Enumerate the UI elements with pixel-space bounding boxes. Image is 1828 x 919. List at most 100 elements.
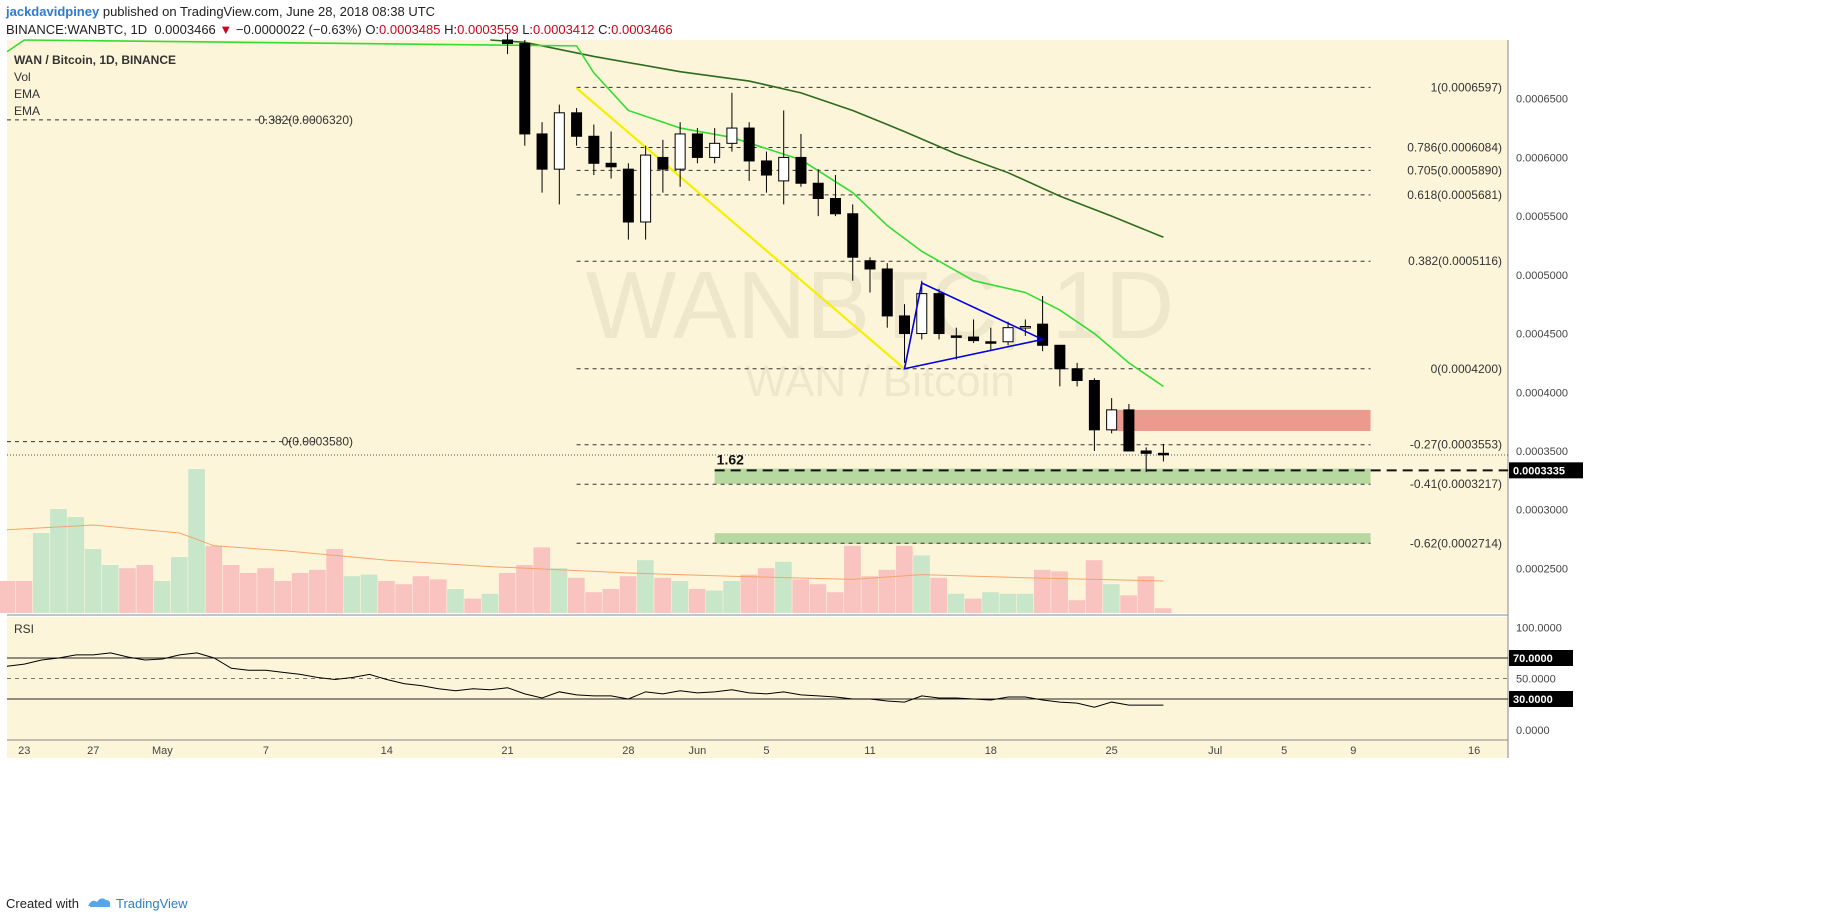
time-tick-label: 28	[622, 745, 634, 757]
fib-right-label: 1(0.0006597)	[1431, 80, 1502, 94]
candle-body	[553, 112, 565, 170]
candle	[968, 319, 980, 343]
candle-body	[536, 133, 548, 170]
fib-left-label: 0(0.0003580)	[282, 435, 353, 449]
volume-bar	[170, 557, 188, 613]
candle	[726, 92, 738, 152]
volume-bar	[636, 560, 654, 613]
candle	[519, 40, 531, 146]
low-label: L:	[522, 22, 534, 37]
fib-right-label: 0.618(0.0005681)	[1407, 188, 1502, 202]
volume-bar	[516, 565, 533, 613]
volume-bar	[567, 577, 585, 613]
legend-item: EMA	[14, 87, 40, 101]
close-label: C:	[598, 22, 612, 37]
candle	[829, 175, 841, 217]
volume-bar	[50, 509, 67, 613]
rsi-tick-label: 100.0000	[1516, 622, 1562, 634]
candle	[657, 139, 669, 193]
volume-bars	[0, 469, 1172, 613]
ema-fast-line	[6, 39, 1164, 388]
volume-bar	[1103, 584, 1120, 613]
candle-body	[1088, 380, 1100, 431]
time-tick-label: 5	[763, 745, 769, 757]
author-link[interactable]: jackdavidpiney	[6, 4, 100, 19]
price-tick-label: 0.0005000	[1516, 270, 1568, 282]
candle	[1140, 447, 1152, 473]
candle-body	[864, 260, 876, 270]
candle-body	[881, 268, 893, 317]
volume-bar	[412, 576, 430, 613]
low-value: 0.0003412	[533, 22, 595, 37]
rsi-band-tag-label: 70.0000	[1513, 653, 1553, 665]
time-tick-label: Jul	[1208, 745, 1222, 757]
candle-body	[899, 315, 911, 335]
volume-bar	[1068, 600, 1086, 613]
candle	[916, 280, 928, 340]
volume-bar	[1016, 593, 1034, 613]
volume-bar	[930, 577, 948, 613]
watermark-symbol: WANBTC, 1D	[586, 252, 1174, 359]
candle-body	[622, 168, 634, 223]
candle-body	[657, 156, 669, 170]
price-tick-label: 0.0004000	[1516, 387, 1568, 399]
rsi-tick-label: 50.0000	[1516, 674, 1556, 686]
candle	[1071, 362, 1083, 387]
volume-bar	[119, 568, 136, 613]
candle	[1037, 295, 1049, 352]
volume-bar	[585, 592, 602, 613]
volume-bar	[205, 545, 223, 613]
fib-right-label: 0(0.0004200)	[1431, 362, 1502, 376]
candle-body	[1037, 323, 1049, 346]
volume-bar	[222, 565, 240, 613]
candle-body	[726, 127, 738, 144]
resistance-zone	[1111, 409, 1371, 432]
candle	[950, 327, 962, 360]
volume-bar	[32, 533, 50, 613]
candle	[1106, 398, 1118, 434]
price-tick-label: 0.0004500	[1516, 329, 1568, 341]
candle-body	[1123, 409, 1135, 452]
time-tick-label: 18	[985, 745, 997, 757]
volume-bar	[533, 547, 551, 613]
volume-bar	[343, 576, 361, 613]
candle-body	[778, 156, 790, 182]
candle-body	[950, 335, 962, 338]
down-arrow-icon: ▼	[219, 22, 233, 37]
time-tick-label: 7	[263, 745, 269, 757]
price-pane	[7, 40, 1508, 613]
tradingview-link[interactable]: TradingView	[116, 896, 188, 911]
candle-body	[829, 198, 841, 215]
candle-body	[502, 39, 514, 45]
volume-bar	[913, 555, 930, 613]
candle-body	[588, 135, 600, 164]
volume-bar	[792, 579, 809, 613]
candle	[812, 169, 824, 217]
fib-right-label: 0.705(0.0005890)	[1407, 163, 1502, 177]
candle-body	[691, 133, 703, 158]
volume-bar	[671, 581, 689, 613]
volume-bar	[447, 589, 464, 613]
time-tick-label: Jun	[689, 745, 707, 757]
rsi-line	[6, 652, 1164, 708]
volume-bar	[326, 549, 343, 613]
candle-body	[709, 142, 721, 158]
candle-body	[1054, 344, 1066, 370]
price-change: −0.0000022 (−0.63%)	[235, 22, 362, 37]
candle-body	[743, 127, 755, 162]
volume-bar	[309, 569, 326, 613]
candle-body	[847, 213, 859, 258]
fib-right-label: -0.41(0.0003217)	[1410, 477, 1502, 491]
volume-bar	[688, 589, 706, 613]
legend-item: WAN / Bitcoin, 1D, BINANCE	[14, 53, 176, 67]
candle	[1019, 319, 1031, 336]
high-label: H:	[444, 22, 458, 37]
volume-bar	[964, 598, 982, 613]
candle-body	[519, 43, 531, 135]
volume-bar	[101, 565, 119, 613]
time-tick-label: 27	[87, 745, 99, 757]
volume-bar	[188, 469, 205, 613]
candle	[605, 131, 617, 179]
candle-body	[605, 162, 617, 168]
